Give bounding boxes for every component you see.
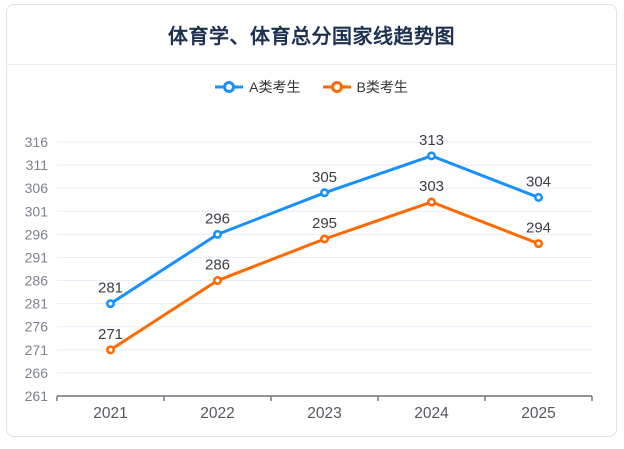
data-point[interactable] bbox=[106, 299, 116, 309]
y-axis-tick-label: 301 bbox=[25, 203, 49, 219]
data-label: 305 bbox=[312, 169, 337, 186]
data-point[interactable] bbox=[533, 239, 543, 249]
data-point[interactable] bbox=[533, 192, 543, 202]
chart-canvas[interactable]: 261 266 271 276 281 286 291 296 301 306 311 316 2021… bbox=[7, 109, 616, 436]
data-point[interactable] bbox=[319, 188, 329, 198]
legend-line-marker-icon bbox=[215, 81, 244, 93]
data-label: 271 bbox=[98, 326, 123, 343]
data-point[interactable] bbox=[426, 197, 436, 207]
chart-title: 体育学、体育总分国家线趋势图 bbox=[168, 26, 455, 48]
data-label: 286 bbox=[205, 257, 230, 274]
data-point[interactable] bbox=[213, 276, 223, 286]
x-axis-category-label: 2021 bbox=[93, 405, 127, 422]
y-axis-tick-label: 316 bbox=[25, 134, 49, 150]
y-axis-tick-label: 266 bbox=[25, 365, 49, 381]
data-point[interactable] bbox=[426, 151, 436, 161]
data-label: 296 bbox=[205, 210, 230, 227]
y-axis-tick-label: 311 bbox=[26, 157, 49, 173]
data-label: 281 bbox=[98, 280, 123, 297]
data-label: 294 bbox=[526, 220, 551, 237]
card-header: 体育学、体育总分国家线趋势图 bbox=[7, 5, 616, 65]
data-point[interactable] bbox=[319, 234, 329, 244]
data-point[interactable] bbox=[106, 345, 116, 355]
y-axis-tick-label: 286 bbox=[25, 273, 49, 289]
data-point[interactable] bbox=[213, 229, 223, 239]
y-axis-tick-label: 291 bbox=[25, 249, 49, 265]
x-axis-category-label: 2024 bbox=[414, 405, 449, 422]
legend-line-marker-icon bbox=[322, 81, 351, 93]
chart-legend: A类考生 B类考生 bbox=[7, 65, 616, 109]
data-label: 313 bbox=[419, 132, 444, 149]
y-axis-tick-label: 276 bbox=[25, 319, 49, 335]
data-label: 304 bbox=[526, 173, 551, 190]
legend-label: B类考生 bbox=[356, 79, 408, 95]
x-axis-category-label: 2025 bbox=[521, 405, 555, 422]
legend-item-1[interactable]: B类考生 bbox=[322, 77, 408, 97]
y-axis-tick-label: 296 bbox=[25, 226, 49, 242]
legend-item-0[interactable]: A类考生 bbox=[215, 77, 301, 97]
x-axis-category-label: 2023 bbox=[307, 405, 341, 422]
y-axis-tick-label: 271 bbox=[25, 342, 49, 358]
data-label: 295 bbox=[312, 215, 337, 232]
x-axis-category-label: 2022 bbox=[200, 405, 234, 422]
y-axis-tick-label: 306 bbox=[25, 180, 49, 196]
chart-area: 261 266 271 276 281 286 291 296 301 306 311 316 2021… bbox=[7, 109, 616, 436]
data-label: 303 bbox=[419, 178, 444, 195]
trend-chart-card: 体育学、体育总分国家线趋势图 A类考生 B类考生 261 266 271 276 281 2… bbox=[6, 4, 617, 437]
y-axis-tick-label: 281 bbox=[25, 296, 49, 312]
legend-label: A类考生 bbox=[249, 79, 301, 95]
y-axis-tick-label: 261 bbox=[25, 388, 49, 404]
